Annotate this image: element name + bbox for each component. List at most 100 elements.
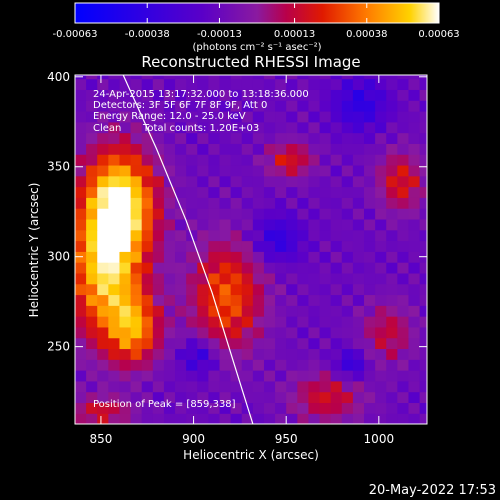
heatmap-cell <box>152 391 165 404</box>
heatmap-cell <box>275 132 287 144</box>
heatmap-cell <box>375 75 387 80</box>
heatmap-cell <box>286 272 298 285</box>
heatmap-cell <box>419 208 427 220</box>
heatmap-cell <box>397 370 410 382</box>
heatmap-cell <box>263 229 276 242</box>
heatmap-cell <box>341 89 354 101</box>
heatmap-cell <box>230 251 243 263</box>
heatmap-cell <box>397 154 410 166</box>
heatmap-cell <box>163 262 176 274</box>
heatmap-cell <box>241 186 254 198</box>
heatmap-cell <box>252 294 265 306</box>
heatmap-cell <box>175 229 187 242</box>
heatmap-cell <box>375 413 387 424</box>
heatmap-cell <box>141 305 154 317</box>
heatmap-cell <box>230 78 243 90</box>
heatmap-cell <box>364 272 376 285</box>
heatmap-cell <box>241 348 254 360</box>
heatmap-cell <box>397 89 410 101</box>
heatmap-cell <box>208 229 221 242</box>
solar-limb-line <box>122 75 254 424</box>
heatmap-cell <box>330 240 343 252</box>
heatmap-cell <box>163 316 176 328</box>
heatmap-cell <box>397 164 410 177</box>
heatmap-cell <box>119 186 132 198</box>
heatmap-cell <box>152 262 165 274</box>
heatmap-cell <box>130 326 143 339</box>
heatmap-cell <box>130 348 143 360</box>
annotation-method: Clean <box>93 123 121 134</box>
heatmap-cell <box>352 316 365 328</box>
heatmap-cell <box>152 100 165 112</box>
heatmap-cell <box>141 326 154 339</box>
heatmap-cell <box>108 316 121 328</box>
heatmap-cell <box>119 337 132 350</box>
x-tick-label: 950 <box>275 432 298 446</box>
heatmap-cell <box>330 154 343 166</box>
heatmap-cell <box>297 294 310 306</box>
heatmap-cell <box>263 218 276 231</box>
heatmap-cell <box>141 121 154 134</box>
heatmap-image <box>75 75 427 424</box>
heatmap-cell <box>219 283 232 296</box>
heatmap-cell <box>175 359 187 371</box>
heatmap-cell <box>219 132 232 144</box>
heatmap-cell <box>319 110 332 123</box>
heatmap-cell <box>186 208 198 220</box>
heatmap-cell <box>197 218 209 231</box>
heatmap-cell <box>130 78 143 90</box>
heatmap-cell <box>375 240 387 252</box>
heatmap-cell <box>208 197 221 209</box>
heatmap-cell <box>130 100 143 112</box>
heatmap-cell <box>219 110 232 123</box>
heatmap-cell <box>275 229 287 242</box>
heatmap-cell <box>130 240 143 252</box>
colorbar-tick-label: 0.00063 <box>418 29 459 40</box>
heatmap-cell <box>86 262 98 274</box>
annotation-energy: Energy Range: 12.0 - 25.0 keV <box>93 111 246 122</box>
heatmap-cell <box>141 251 154 263</box>
heatmap-cell <box>208 305 221 317</box>
heatmap-cell <box>330 413 343 424</box>
heatmap-cell <box>175 294 187 306</box>
heatmap-cell <box>197 154 209 166</box>
heatmap-cell <box>297 164 310 177</box>
heatmap-cell <box>419 89 427 101</box>
heatmap-cell <box>341 175 354 188</box>
heatmap-cell <box>175 110 187 123</box>
heatmap-cell <box>386 391 398 404</box>
heatmap-cell <box>308 305 321 317</box>
heatmap-cell <box>408 229 421 242</box>
heatmap-cell <box>419 132 427 144</box>
heatmap-cell <box>419 197 427 209</box>
heatmap-cell <box>308 316 321 328</box>
heatmap-cell <box>263 413 276 424</box>
heatmap-cell <box>319 283 332 296</box>
heatmap-cell <box>386 305 398 317</box>
heatmap-cell <box>86 229 98 242</box>
heatmap-cell <box>352 143 365 155</box>
heatmap-cell <box>97 132 109 144</box>
heatmap-cell <box>364 208 376 220</box>
heatmap-cell <box>75 348 87 360</box>
heatmap-cell <box>141 154 154 166</box>
heatmap-cell <box>119 391 132 404</box>
heatmap-cell <box>286 305 298 317</box>
heatmap-cell <box>319 197 332 209</box>
heatmap-cell <box>219 154 232 166</box>
heatmap-cell <box>375 305 387 317</box>
heatmap-cell <box>408 89 421 101</box>
heatmap-cell <box>297 359 310 371</box>
heatmap-cell <box>208 132 221 144</box>
heatmap-cell <box>130 391 143 404</box>
y-tick-label: 300 <box>47 250 70 264</box>
heatmap-cell <box>364 413 376 424</box>
heatmap-cell <box>397 121 410 134</box>
heatmap-cell <box>186 359 198 371</box>
heatmap-cell <box>408 272 421 285</box>
heatmap-cell <box>186 132 198 144</box>
heatmap-cell <box>86 348 98 360</box>
heatmap-cell <box>397 78 410 90</box>
heatmap-cell <box>186 262 198 274</box>
heatmap-cell <box>364 78 376 90</box>
